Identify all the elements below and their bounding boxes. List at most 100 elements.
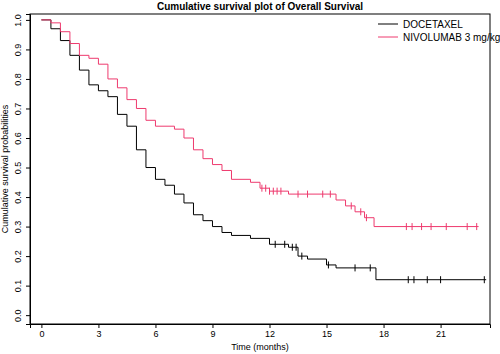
- y-tick-mark: [26, 79, 30, 80]
- censor-mark: [280, 188, 281, 195]
- x-tick-label: 12: [265, 329, 275, 339]
- y-tick-mark: [26, 108, 30, 109]
- x-tick-mark: [327, 324, 328, 328]
- y-tick-label: 0.5: [13, 162, 23, 175]
- x-tick: 21: [436, 324, 446, 339]
- censor-mark: [301, 253, 302, 260]
- censor-mark: [446, 223, 447, 230]
- legend-entry: NIVOLUMAB 3 mg/kg: [378, 32, 500, 43]
- y-tick-mark: [26, 49, 30, 50]
- legend: DOCETAXEL NIVOLUMAB 3 mg/kg: [378, 19, 500, 43]
- censor-mark: [484, 276, 485, 283]
- censor-mark: [284, 241, 285, 248]
- y-tick: 0.1: [13, 280, 30, 293]
- x-tick-mark: [384, 324, 385, 328]
- legend-swatch: [378, 24, 398, 25]
- survival-curve: [41, 20, 486, 280]
- y-tick-label: 1.0: [13, 14, 23, 27]
- censor-mark: [275, 241, 276, 248]
- survival-curve: [41, 20, 478, 227]
- x-tick: 15: [322, 324, 332, 339]
- y-tick: 0.6: [13, 132, 30, 145]
- y-tick-mark: [26, 138, 30, 139]
- plot-frame: [30, 14, 490, 324]
- legend-entry: DOCETAXEL: [378, 19, 463, 30]
- x-tick: 0: [39, 324, 44, 339]
- x-tick: 6: [153, 324, 158, 339]
- x-tick-label: 9: [210, 329, 215, 339]
- title: Cumulative survival plot of Overall Surv…: [157, 1, 363, 12]
- censor-mark: [265, 185, 266, 192]
- y-tick: 0.3: [13, 221, 30, 234]
- x-tick-label: 3: [96, 329, 101, 339]
- y-tick-label: 0.2: [13, 250, 23, 263]
- x-axis-line: [31, 325, 491, 329]
- x-axis-title: Time (months): [231, 342, 289, 352]
- censor-mark: [273, 188, 274, 195]
- censor-mark: [421, 223, 422, 230]
- censor-mark: [360, 208, 361, 215]
- censor-mark: [307, 191, 308, 198]
- censor-mark: [322, 191, 323, 198]
- legend-swatch: [378, 37, 398, 38]
- x-tick-label: 15: [322, 329, 332, 339]
- censor-mark: [413, 276, 414, 283]
- x-tick-mark: [41, 324, 42, 328]
- marks: [41, 20, 486, 283]
- legend-label: NIVOLUMAB 3 mg/kg: [403, 32, 500, 43]
- x-tick: 9: [210, 324, 215, 339]
- censor-mark: [431, 223, 432, 230]
- censor-mark: [408, 276, 409, 283]
- chart: 0369121518210.00.10.20.30.40.50.60.70.80…: [0, 0, 500, 354]
- censor-mark: [298, 191, 299, 198]
- x-tick-mark: [441, 324, 442, 328]
- y-tick: 0.7: [13, 103, 30, 116]
- censor-mark: [476, 223, 477, 230]
- y-tick-label: 0.6: [13, 132, 23, 145]
- censor-mark: [440, 276, 441, 283]
- y-tick-mark: [26, 286, 30, 287]
- y-tick-mark: [26, 20, 30, 21]
- censor-mark: [406, 223, 407, 230]
- y-tick-mark: [26, 315, 30, 316]
- censor-mark: [269, 188, 270, 195]
- plot: 0369121518210.00.10.20.30.40.50.60.70.80…: [13, 14, 500, 339]
- y-tick-label: 0.8: [13, 73, 23, 86]
- y-tick-label: 0.7: [13, 103, 23, 116]
- x-tick-label: 21: [436, 329, 446, 339]
- y-tick-label: 0.3: [13, 221, 23, 234]
- x-tick-mark: [98, 324, 99, 328]
- censor-mark: [351, 202, 352, 209]
- y-tick-label: 0.1: [13, 280, 23, 293]
- x-axis: 0 3 6 9 12 15 18 21: [31, 324, 491, 339]
- censor-mark: [330, 191, 331, 198]
- censor-mark: [427, 276, 428, 283]
- y-axis-title: Cumulative survival probabilities: [0, 104, 10, 233]
- y-tick-label: 0.9: [13, 44, 23, 57]
- y-axis: 0.0 0.1 0.2 0.3 0.4 0.5 0.6 0.7 0.8 0.9 1.0: [13, 14, 31, 324]
- y-tick: 0.8: [13, 73, 30, 86]
- censor-mark: [355, 264, 356, 271]
- x-tick-mark: [270, 324, 271, 328]
- censor-mark: [296, 244, 297, 251]
- x-tick-label: 18: [379, 329, 389, 339]
- y-tick-mark: [26, 256, 30, 257]
- y-tick-label: 0.0: [13, 309, 23, 322]
- censor-mark: [370, 264, 371, 271]
- censor-mark: [292, 244, 293, 251]
- x-tick-mark: [212, 324, 213, 328]
- y-tick-mark: [26, 168, 30, 169]
- y-tick-mark: [26, 227, 30, 228]
- censor-mark: [328, 261, 329, 268]
- censor-mark: [277, 188, 278, 195]
- y-tick-label: 0.4: [13, 191, 23, 204]
- y-axis-line: [26, 15, 31, 325]
- censor-mark: [261, 185, 262, 192]
- x-tick: 18: [379, 324, 389, 339]
- y-tick: 0.9: [13, 44, 30, 57]
- x-tick: 3: [96, 324, 101, 339]
- y-tick: 0.4: [13, 191, 30, 204]
- y-tick: 1.0: [13, 14, 30, 27]
- x-tick-label: 6: [153, 329, 158, 339]
- censor-mark: [366, 214, 367, 221]
